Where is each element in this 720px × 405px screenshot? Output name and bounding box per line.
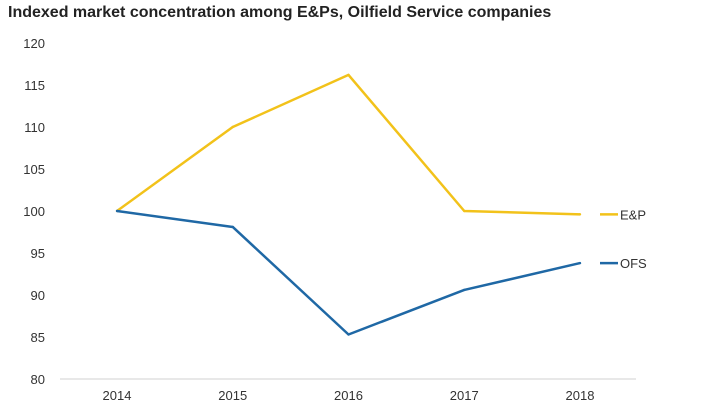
y-tick-label: 105 — [23, 162, 45, 177]
data-point — [231, 225, 234, 229]
y-tick-label: 120 — [23, 36, 45, 51]
series-lines — [115, 73, 582, 336]
y-tick-label: 110 — [24, 120, 45, 135]
data-point — [347, 333, 350, 336]
legend-label: OFS — [620, 256, 647, 271]
y-tick-label: 90 — [31, 288, 45, 303]
x-tick-label: 2015 — [218, 388, 247, 403]
x-tick-label: 2018 — [566, 388, 595, 403]
data-point — [463, 209, 466, 213]
x-axis: 2014 2015 2016 2017 2018 — [60, 378, 636, 403]
data-point — [578, 213, 582, 216]
x-tick-label: 2017 — [450, 388, 479, 403]
series-line-e-p — [116, 73, 581, 216]
y-tick-label: 95 — [31, 246, 45, 261]
y-tick-label: 80 — [31, 372, 45, 387]
y-tick-label: 115 — [24, 78, 45, 93]
data-point — [115, 209, 119, 213]
legend-label: E&P — [620, 207, 646, 222]
data-point — [347, 73, 350, 77]
y-tick-label: 100 — [23, 204, 45, 219]
data-point — [463, 288, 466, 292]
x-tick-label: 2016 — [334, 388, 363, 403]
chart-title: Indexed market concentration among E&Ps,… — [8, 4, 552, 21]
data-point — [231, 125, 234, 129]
y-axis: 80 85 90 95 100 105 110 115 120 — [23, 36, 45, 387]
y-tick-label: 85 — [31, 330, 45, 345]
legend: E&P OFS — [600, 207, 647, 271]
series-line-ofs — [116, 209, 581, 336]
x-tick-label: 2014 — [103, 388, 132, 403]
data-point — [578, 261, 582, 265]
